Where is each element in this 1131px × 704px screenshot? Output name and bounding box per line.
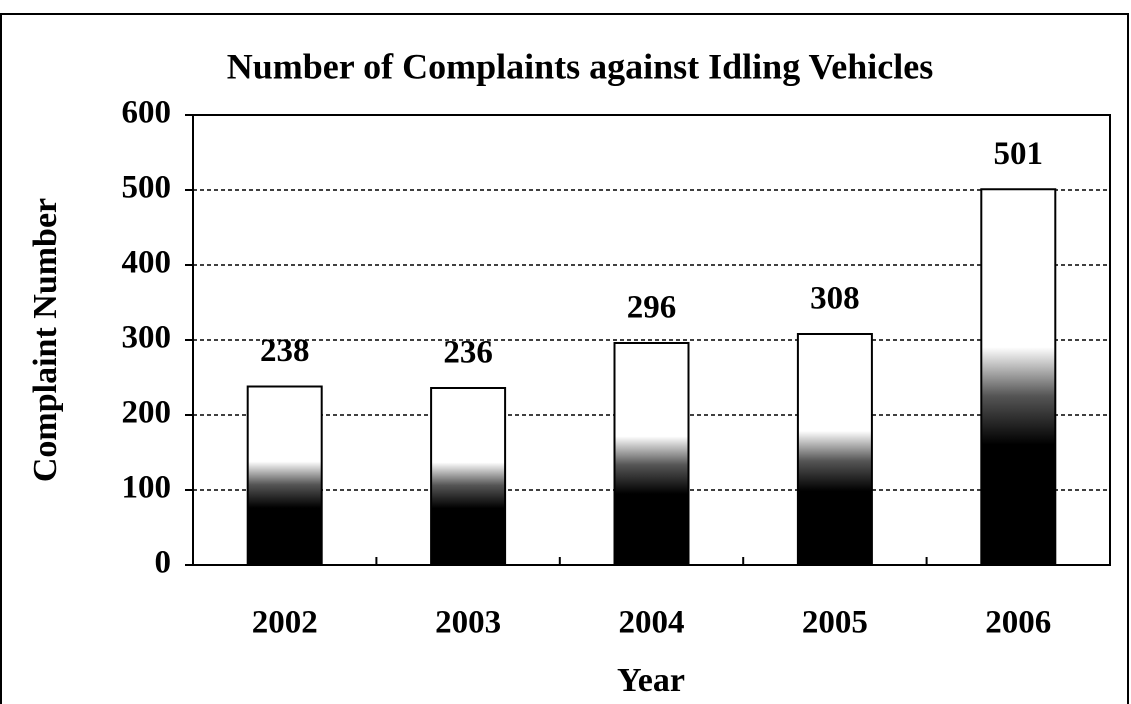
y-tick-label: 100 [122, 470, 172, 506]
data-label: 308 [810, 281, 860, 317]
x-tick-label: 2003 [435, 605, 501, 641]
x-axis-title: Year [617, 662, 685, 699]
data-label: 501 [994, 136, 1044, 172]
bar [246, 385, 323, 566]
x-tick-label: 2004 [619, 605, 685, 641]
y-tick-label: 300 [122, 320, 172, 356]
chart-title: Number of Complaints against Idling Vehi… [227, 46, 933, 86]
x-tick-label: 2006 [985, 605, 1051, 641]
x-tick-label: 2005 [802, 605, 868, 641]
frame [0, 13, 1129, 704]
y-axis-title: Complaint Number [27, 198, 64, 482]
x-tick-label: 2002 [252, 605, 318, 641]
y-tick-label: 0 [155, 545, 172, 581]
data-label: 236 [443, 335, 493, 371]
data-label: 296 [627, 290, 677, 326]
plot-border [192, 114, 1111, 566]
y-tick-label: 500 [122, 170, 172, 206]
bar [430, 387, 507, 566]
y-tick-label: 200 [122, 395, 172, 431]
bar [796, 333, 873, 566]
y-tick-label: 600 [122, 95, 172, 131]
y-tick-label: 400 [122, 245, 172, 281]
bar [980, 188, 1057, 566]
data-label: 238 [260, 333, 310, 369]
bar [613, 342, 690, 566]
